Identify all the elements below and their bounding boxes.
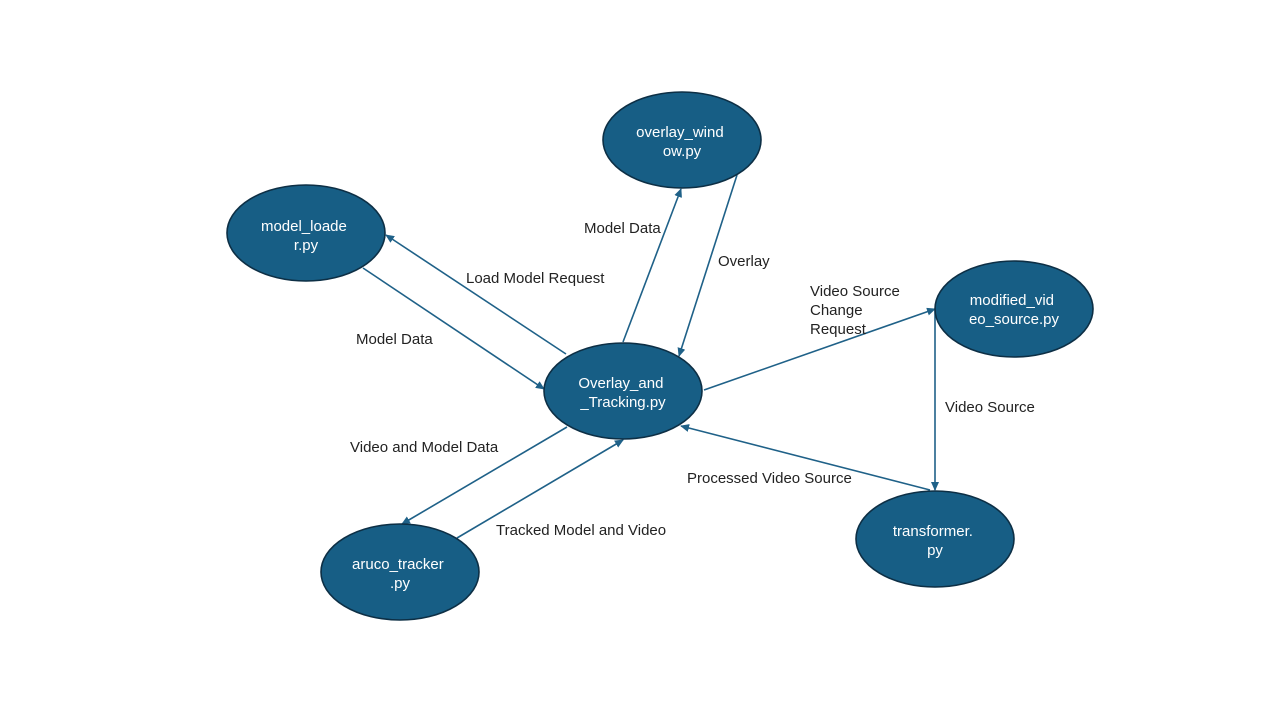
node-model-loader-shape — [226, 184, 386, 282]
edge-overlay — [677, 174, 738, 357]
edge-model-data-to-window — [622, 188, 682, 343]
label-overlay: Overlay — [718, 253, 770, 270]
node-overlay-and-tracking-line1: Overlay_and — [578, 375, 663, 392]
node-overlay-and-tracking-shape — [543, 342, 703, 440]
node-transformer-shape — [855, 490, 1015, 588]
node-modified-video-source-line2: eo_source.py — [969, 311, 1060, 328]
node-modified-video-source[interactable]: modified_vid eo_source.py — [934, 260, 1094, 358]
node-model-loader-line1: model_loade — [261, 218, 347, 235]
label-load-model-request: Load Model Request — [466, 270, 605, 287]
edge-labels: Load Model Request Model Data Model Data… — [350, 220, 1035, 539]
node-overlay-and-tracking-line2: _Tracking.py — [579, 394, 666, 411]
node-aruco-tracker[interactable]: aruco_tracker .py — [320, 523, 480, 621]
label-model-data-to-window: Model Data — [584, 220, 661, 237]
node-overlay-window-line2: ow.py — [663, 143, 702, 160]
edges — [362, 174, 939, 539]
node-modified-video-source-line1: modified_vid — [970, 292, 1054, 309]
node-modified-video-source-shape — [934, 260, 1094, 358]
node-model-loader-line2: r.py — [294, 237, 319, 254]
label-video-source-change-request-line3: Request — [810, 321, 867, 338]
node-overlay-window-label: overlay_wind ow.py — [636, 124, 728, 160]
label-processed-video-source: Processed Video Source — [687, 470, 852, 487]
node-transformer-label: transformer. py — [893, 523, 977, 559]
node-modified-video-source-label: modified_vid eo_source.py — [969, 292, 1060, 328]
node-overlay-and-tracking-label: Overlay_and _Tracking.py — [578, 375, 667, 411]
label-video-source-change-request-line2: Change — [810, 302, 863, 319]
node-model-loader-label: model_loade r.py — [261, 218, 351, 254]
edge-tracked-model-and-video — [456, 439, 624, 539]
node-overlay-and-tracking[interactable]: Overlay_and _Tracking.py — [543, 342, 703, 440]
label-tracked-model-and-video: Tracked Model and Video — [496, 522, 666, 539]
node-overlay-window-shape — [602, 91, 762, 189]
label-video-source-change-request: Video Source Change Request — [810, 283, 904, 338]
edge-load-model-request — [385, 234, 567, 355]
edge-video-and-model-data — [401, 426, 568, 525]
node-overlay-window[interactable]: overlay_wind ow.py — [602, 91, 762, 189]
label-model-data-from-loader: Model Data — [356, 331, 433, 348]
edge-video-source-change-request — [703, 307, 936, 391]
edge-processed-video-source — [680, 424, 931, 491]
edge-model-data-from-loader — [362, 267, 545, 390]
node-model-loader[interactable]: model_loade r.py — [226, 184, 386, 282]
label-video-source-change-request-line1: Video Source — [810, 283, 900, 300]
node-aruco-tracker-line1: aruco_tracker — [352, 556, 444, 573]
node-aruco-tracker-shape — [320, 523, 480, 621]
node-transformer[interactable]: transformer. py — [855, 490, 1015, 588]
label-video-source: Video Source — [945, 399, 1035, 416]
node-aruco-tracker-line2: .py — [390, 575, 411, 592]
node-transformer-line1: transformer. — [893, 523, 973, 540]
node-transformer-line2: py — [927, 542, 943, 559]
node-aruco-tracker-label: aruco_tracker .py — [352, 556, 448, 592]
label-video-and-model-data: Video and Model Data — [350, 439, 499, 456]
node-overlay-window-line1: overlay_wind — [636, 124, 724, 141]
